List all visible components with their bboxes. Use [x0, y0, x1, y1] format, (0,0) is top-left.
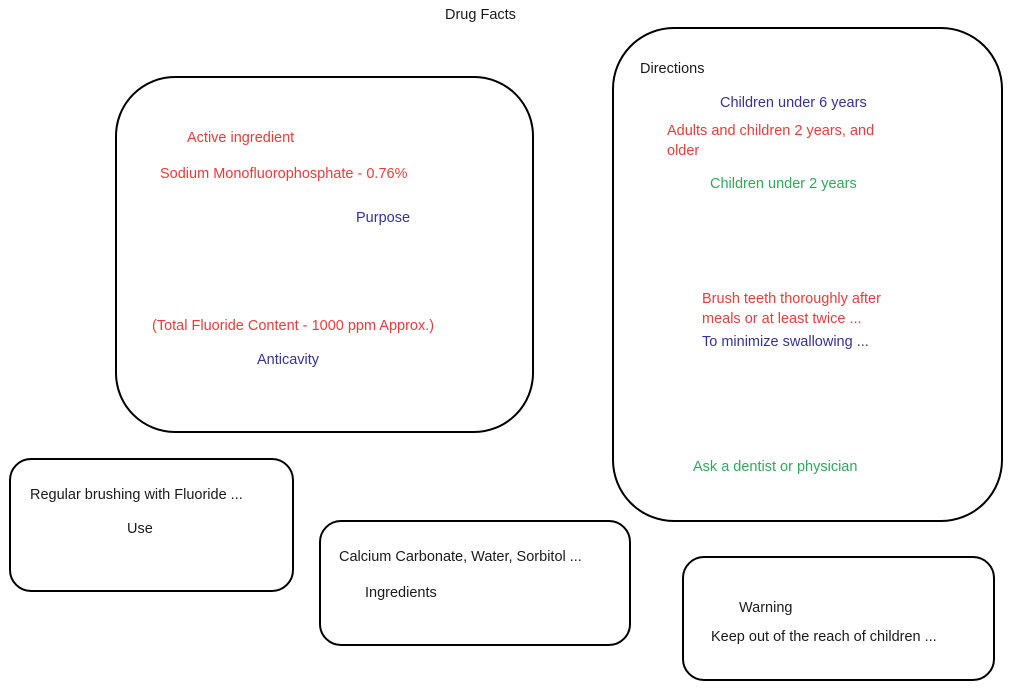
minimize-swallowing: To minimize swallowing ...	[702, 334, 869, 350]
purpose-value: Anticavity	[257, 352, 320, 368]
ingredient-name: Sodium Monofluorophosphate - 0.76%	[160, 166, 408, 182]
fluoride-content: (Total Fluoride Content - 1000 ppm Appro…	[152, 318, 435, 334]
use-box: Regular brushing with Fluoride ... Use	[9, 458, 294, 592]
purpose-label: Purpose	[356, 210, 411, 226]
active-ingredient-box: Active ingredient Sodium Monofluorophosp…	[115, 76, 534, 433]
ingredients-box: Calcium Carbonate, Water, Sorbitol ... I…	[319, 520, 631, 646]
adults-and-children-line-1: Adults and children 2 years, and	[667, 123, 875, 139]
active-ingredient-heading: Active ingredient	[187, 130, 295, 146]
children-under-2: Children under 2 years	[710, 176, 857, 192]
adults-and-children-line-2: older	[667, 143, 700, 159]
children-under-6: Children under 6 years	[720, 95, 867, 111]
ask-dentist: Ask a dentist or physician	[693, 459, 858, 475]
ingredients-text: Calcium Carbonate, Water, Sorbitol ...	[339, 549, 582, 565]
brush-teeth-line-2: meals or at least twice ...	[702, 311, 862, 327]
warning-box: Warning Keep out of the reach of childre…	[682, 556, 995, 681]
brush-teeth-line-1: Brush teeth thoroughly after	[702, 291, 881, 307]
ingredients-label: Ingredients	[365, 585, 437, 601]
page-title: Drug Facts	[445, 7, 516, 23]
use-label: Use	[127, 521, 153, 537]
warning-label: Warning	[739, 600, 793, 616]
directions-heading: Directions	[640, 61, 705, 77]
use-text: Regular brushing with Fluoride ...	[30, 487, 243, 503]
directions-box: Directions Children under 6 years Adults…	[612, 27, 1003, 522]
warning-text: Keep out of the reach of children ...	[711, 629, 937, 645]
